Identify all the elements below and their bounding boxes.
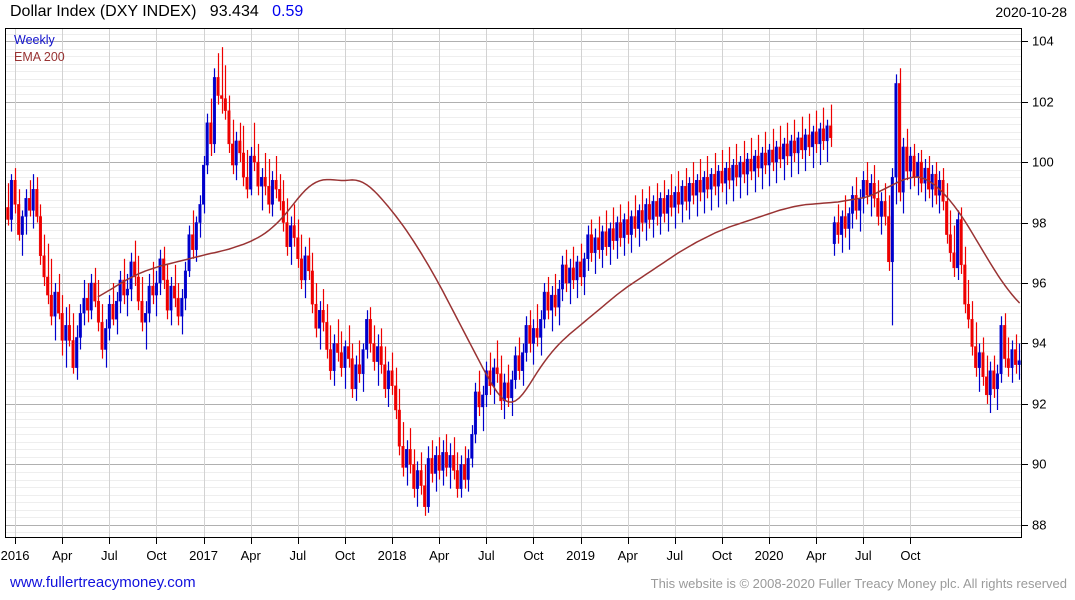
x-axis-tick (392, 538, 393, 544)
y-axis-tick (1022, 404, 1028, 405)
site-url-link[interactable]: www.fullertreacymoney.com (10, 574, 196, 591)
x-axis-tick (251, 538, 252, 544)
x-axis-tick (439, 538, 440, 544)
instrument-name: Dollar Index (DXY INDEX) (10, 3, 197, 20)
y-axis-label: 88 (1032, 517, 1047, 533)
chart-plot-area[interactable]: Weekly EMA 200 (5, 28, 1022, 538)
x-axis-label: Oct (523, 548, 544, 563)
x-axis-label: Oct (146, 548, 167, 563)
x-axis-tick (345, 538, 346, 544)
grid-major (6, 41, 1021, 526)
x-axis-label: Oct (334, 548, 356, 563)
x-axis-tick (628, 538, 629, 544)
x-axis-tick (62, 538, 63, 544)
x-axis-label: 2016 (0, 548, 30, 563)
candlestick-plot (6, 29, 1021, 537)
price-change: 0.59 (272, 3, 304, 20)
x-axis-tick (109, 538, 110, 544)
instrument-title-block: Dollar Index (DXY INDEX) 93.434 0.59 (10, 3, 303, 21)
x-axis-tick (816, 538, 817, 544)
y-axis-label: 94 (1032, 335, 1047, 351)
y-axis: 88 90 92 94 96 98 100 102 104 (1022, 28, 1075, 538)
x-axis-label: Apr (806, 548, 827, 563)
x-axis-label: Apr (617, 548, 638, 563)
x-axis-label: 2019 (566, 548, 596, 563)
quote-date: 2020-10-28 (995, 4, 1067, 20)
x-axis-label: Jul (289, 548, 307, 563)
x-axis-label: Apr (429, 548, 450, 563)
y-axis-label: 104 (1032, 33, 1054, 49)
y-axis-tick (1022, 283, 1028, 284)
y-axis-tick (1022, 223, 1028, 224)
grid-minor (6, 34, 1021, 533)
y-axis-tick (1022, 464, 1028, 465)
x-axis-label: 2018 (377, 548, 407, 563)
chart-header: Dollar Index (DXY INDEX) 93.434 0.59 202… (0, 0, 1075, 26)
y-axis-label: 90 (1032, 456, 1047, 472)
x-axis-tick (675, 538, 676, 544)
copyright-notice: This website is © 2008-2020 Fuller Treac… (650, 576, 1067, 591)
x-axis-tick (298, 538, 299, 544)
x-axis-tick (910, 538, 911, 544)
x-axis-tick (15, 538, 16, 544)
x-axis-tick (533, 538, 534, 544)
x-axis-tick (486, 538, 487, 544)
grid-vertical (15, 29, 911, 537)
x-axis-label: Apr (240, 548, 261, 563)
ema-200-line (97, 176, 1020, 403)
x-axis-label: Jul (101, 548, 118, 563)
x-axis-label: 2020 (754, 548, 784, 563)
y-axis-label: 92 (1032, 396, 1047, 412)
y-axis-tick (1022, 162, 1028, 163)
x-axis-label: Oct (711, 548, 733, 563)
x-axis-tick (156, 538, 157, 544)
x-axis-label: Jul (666, 548, 684, 563)
x-axis-tick (204, 538, 205, 544)
y-axis-tick (1022, 343, 1028, 344)
x-axis-tick (863, 538, 864, 544)
y-axis-tick (1022, 41, 1028, 42)
y-axis-tick (1022, 102, 1028, 103)
x-axis-label: Jul (855, 548, 872, 563)
y-axis-label: 96 (1032, 275, 1047, 291)
y-axis-tick (1022, 525, 1028, 526)
y-axis-label: 98 (1032, 215, 1047, 231)
y-axis-label: 100 (1032, 154, 1054, 170)
x-axis-label: Jul (478, 548, 495, 563)
x-axis-tick (769, 538, 770, 544)
x-axis-label: 2017 (189, 548, 219, 563)
page-footer: www.fullertreacymoney.com This website i… (0, 572, 1075, 600)
x-axis-tick (581, 538, 582, 544)
last-price: 93.434 (209, 3, 259, 20)
y-axis-label: 102 (1032, 94, 1054, 110)
x-axis-tick (722, 538, 723, 544)
x-axis-label: Apr (52, 548, 73, 563)
x-axis: 2016 Apr Jul Oct 2017 Apr Jul Oct 2018 Apr Jul Oct 2… (1, 538, 1022, 568)
candles (6, 47, 1021, 516)
x-axis-label: Oct (900, 548, 921, 563)
